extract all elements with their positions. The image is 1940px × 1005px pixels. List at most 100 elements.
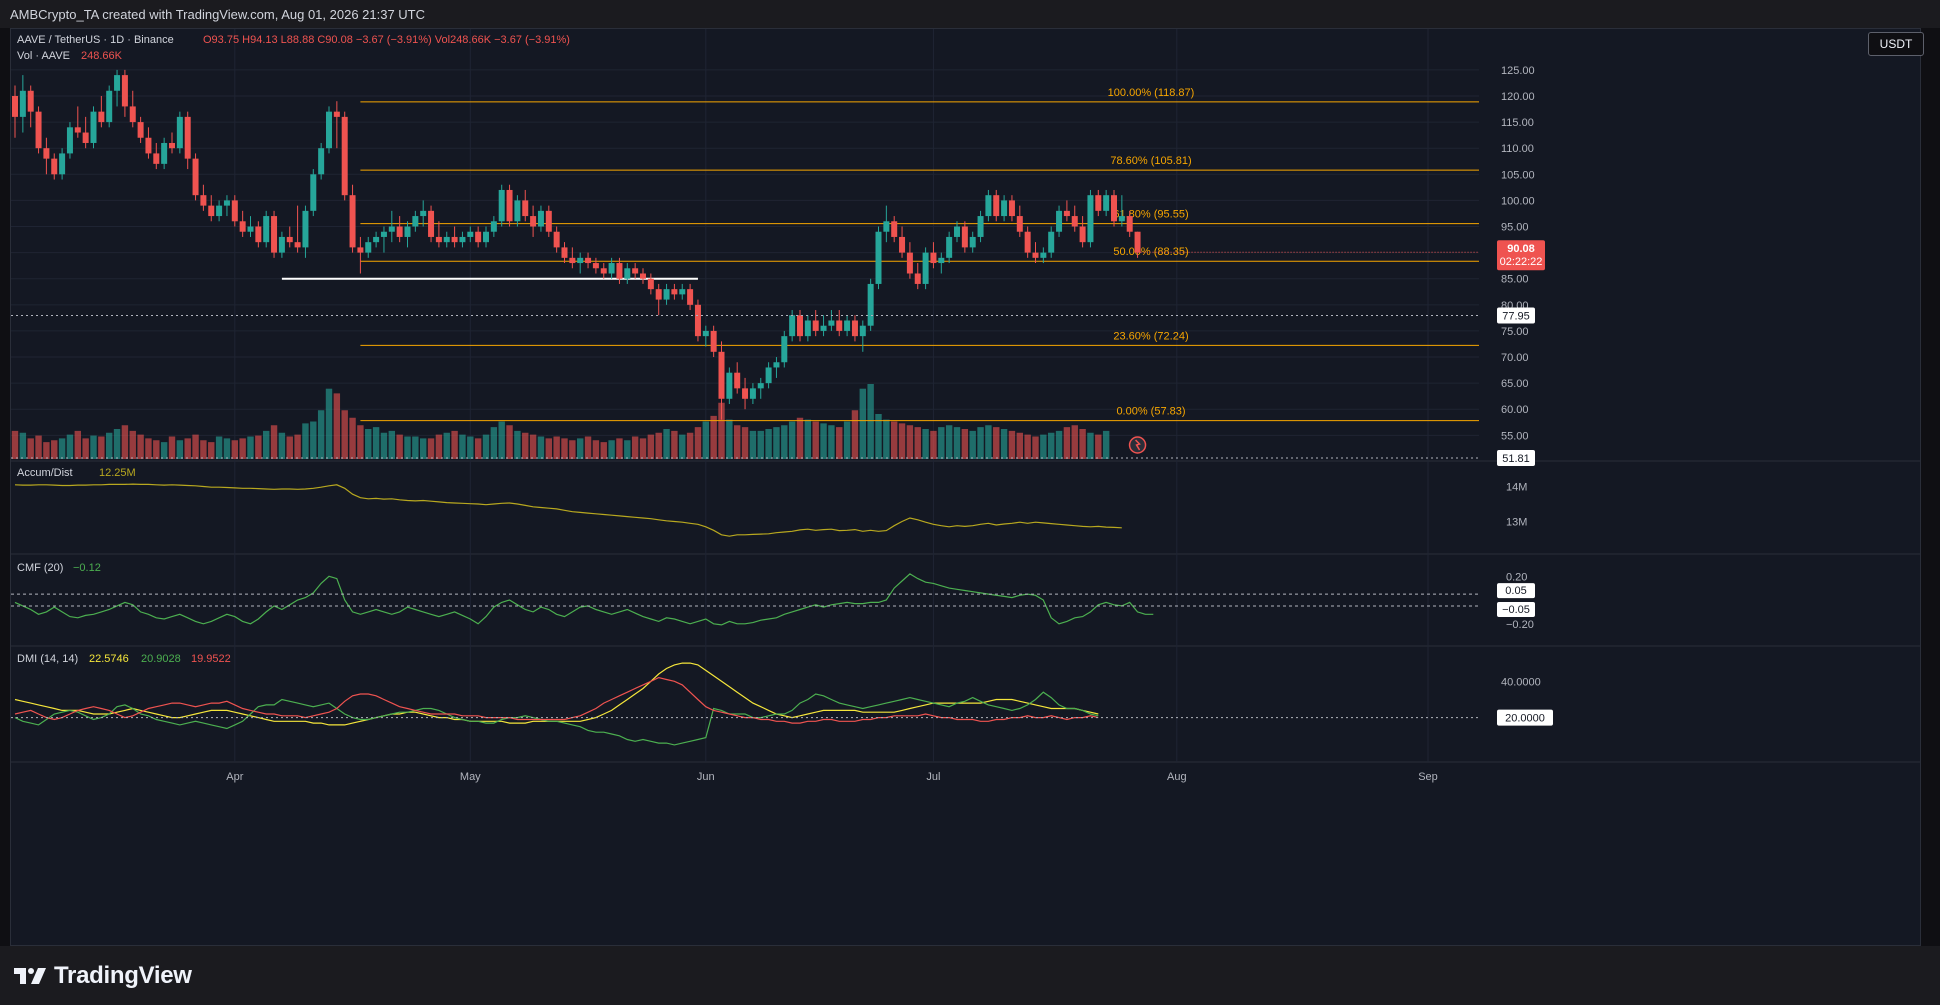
candle-body xyxy=(90,111,97,143)
volume-bar xyxy=(412,436,419,459)
volume-bar xyxy=(993,427,1000,459)
volume-bar xyxy=(208,442,215,459)
volume-bar xyxy=(467,436,474,459)
candle-body xyxy=(1079,226,1086,243)
candle-body xyxy=(640,273,646,279)
volume-bar xyxy=(922,429,929,459)
volume-label: Vol · AAVE xyxy=(17,50,70,62)
candle-body xyxy=(278,236,285,253)
volume-bar xyxy=(639,438,647,459)
candle-body xyxy=(208,205,215,217)
candle-body xyxy=(121,75,128,107)
candle-body xyxy=(373,236,380,243)
candle-body xyxy=(310,174,317,211)
candle-body xyxy=(977,216,984,237)
volume-bar xyxy=(914,427,921,459)
candle-body xyxy=(59,153,66,175)
volume-bar xyxy=(765,429,772,459)
candle-body xyxy=(883,221,890,232)
candle-body xyxy=(428,210,435,237)
candle-body xyxy=(765,367,772,384)
volume-bar xyxy=(372,427,380,459)
volume-bar xyxy=(961,429,969,459)
volume-bar xyxy=(396,434,403,459)
candle-body xyxy=(624,268,631,279)
candle-body xyxy=(388,226,395,232)
cmf-y-tick: 0.20 xyxy=(1506,571,1527,583)
volume-bar xyxy=(223,438,231,459)
volume-bar xyxy=(1102,430,1110,459)
volume-bar xyxy=(569,440,576,459)
volume-bar xyxy=(98,436,105,459)
volume-bar xyxy=(153,440,160,459)
candle-body xyxy=(74,127,81,133)
volume-bar xyxy=(294,434,301,459)
volume-bar xyxy=(1063,427,1071,459)
candle-body xyxy=(341,116,348,196)
volume-bar xyxy=(1095,434,1102,459)
volume-bar xyxy=(561,438,568,459)
volume-bar xyxy=(317,410,325,459)
tradingview-logo[interactable]: TradingView xyxy=(12,962,192,990)
candle-body xyxy=(349,195,356,248)
candle-body xyxy=(66,127,73,154)
y-tick-label: 110.00 xyxy=(1501,143,1534,155)
volume-bar xyxy=(734,425,741,459)
volume-bar xyxy=(1000,429,1008,459)
candle-body xyxy=(1134,231,1141,253)
volume-bar xyxy=(608,440,615,459)
volume-bar xyxy=(137,434,144,459)
volume-bar xyxy=(584,436,592,459)
candle-body xyxy=(255,226,262,243)
candle-body xyxy=(443,236,450,243)
candle-body xyxy=(19,90,26,117)
candle-body xyxy=(954,226,960,237)
candle-body xyxy=(467,231,474,237)
candle-body xyxy=(483,231,489,243)
candle-body xyxy=(718,351,725,399)
candle-body xyxy=(694,304,701,337)
candle-body xyxy=(875,231,882,284)
candle-body xyxy=(961,226,968,248)
volume-bar xyxy=(145,438,152,459)
candle-body xyxy=(27,90,34,112)
currency-button[interactable]: USDT xyxy=(1868,32,1924,56)
candle-body xyxy=(1063,210,1070,217)
candle-body xyxy=(263,216,270,243)
footer xyxy=(0,946,1940,1005)
candle-body xyxy=(844,320,851,331)
y-tick-label: 65.00 xyxy=(1501,378,1529,390)
volume-bar xyxy=(631,436,639,459)
dmi-level-label: 20.0000 xyxy=(1505,713,1545,725)
volume-bar xyxy=(1071,425,1078,459)
candle-body xyxy=(216,205,223,217)
candle-body xyxy=(687,289,694,305)
volume-bar xyxy=(938,427,945,459)
chart-canvas[interactable]: Apr May Jun Jul Aug Sep 125.00 120.00 115.00 110.… xyxy=(11,29,1920,945)
candle-body xyxy=(608,263,615,274)
volume-bar xyxy=(702,421,709,459)
y-tick-label: 125.00 xyxy=(1501,65,1535,77)
volume-bar xyxy=(90,435,97,459)
volume-bar xyxy=(58,438,66,459)
volume-bar xyxy=(129,430,136,459)
tradingview-wordmark: TradingView xyxy=(54,962,192,989)
accum-value: 12.25M xyxy=(99,467,136,479)
candle-body xyxy=(969,236,976,248)
candle-body xyxy=(859,325,866,337)
volume-bar xyxy=(459,434,466,459)
volume-bar xyxy=(255,435,262,459)
volume-bar xyxy=(388,430,395,459)
candle-body xyxy=(530,216,537,227)
volume-value: 248.66K xyxy=(81,50,123,62)
y-tick-label: 55.00 xyxy=(1501,430,1529,442)
chart-frame[interactable]: Apr May Jun Jul Aug Sep 125.00 120.00 115.00 110.… xyxy=(10,28,1921,946)
volume-bar xyxy=(263,430,270,459)
credit-text: AMBCrypto_TA created with TradingView.co… xyxy=(10,6,426,22)
candle-body xyxy=(43,148,50,159)
x-tick-label: Aug xyxy=(1167,771,1187,783)
volume-bar xyxy=(804,419,812,459)
candle-body xyxy=(545,210,552,232)
candle-body xyxy=(51,158,58,175)
dmi-line-adx xyxy=(14,662,1099,726)
